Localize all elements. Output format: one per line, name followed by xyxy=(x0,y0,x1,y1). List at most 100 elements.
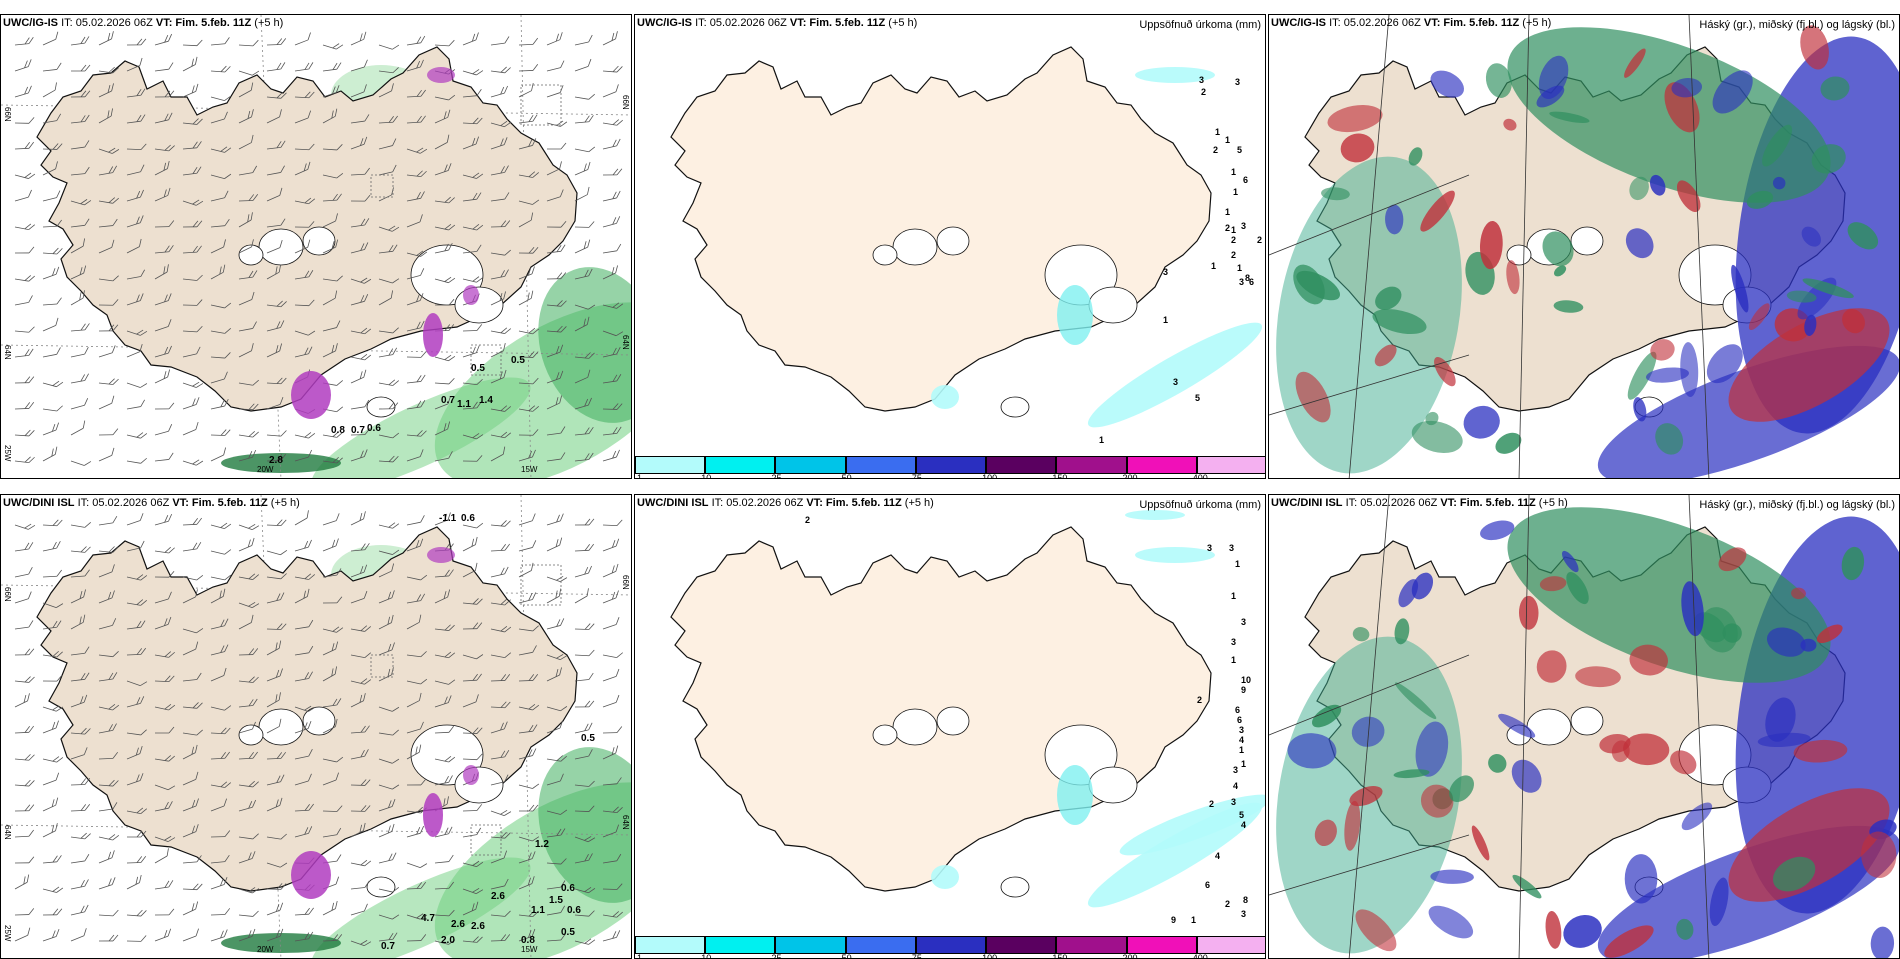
precip-amount-label: 2 xyxy=(1201,87,1206,97)
precip-amount-label: 1 xyxy=(1231,655,1236,665)
wind-barb xyxy=(15,247,34,253)
wind-barb xyxy=(603,727,622,733)
wind-barb xyxy=(41,798,61,811)
wind-barb xyxy=(41,32,61,45)
colorbar-tick: 400 xyxy=(1193,953,1208,959)
wind-barb xyxy=(603,65,622,72)
wind-barb xyxy=(127,377,147,389)
wind-barb xyxy=(15,649,34,655)
wind-barb xyxy=(267,38,286,45)
wind-barb xyxy=(574,115,593,123)
wind-barb xyxy=(460,537,480,551)
wind-barb xyxy=(42,541,62,551)
colorbar-swatch xyxy=(986,456,1056,474)
wind-barb xyxy=(211,571,231,581)
map-panel-igis-precip: UWC/IG-IS IT: 05.02.2026 06Z VT: Fim. 5.… xyxy=(634,14,1266,479)
precip-amount-label: 1 xyxy=(1239,745,1244,755)
glacier-shape xyxy=(1527,709,1571,745)
wind-barb xyxy=(153,929,173,941)
colorbar-swatch xyxy=(986,936,1056,954)
wind-barb xyxy=(183,518,202,525)
wind-barb xyxy=(15,325,34,333)
wind-barb xyxy=(127,935,146,941)
wind-barb xyxy=(13,928,33,941)
wind-barb xyxy=(573,566,593,577)
wind-barb xyxy=(239,39,258,46)
precip-amount-label: 3 xyxy=(1173,377,1178,387)
colorbar-swatch xyxy=(775,936,845,954)
axis-label: 25W xyxy=(3,445,12,461)
wind-barb xyxy=(516,291,536,305)
wind-barb xyxy=(15,429,34,436)
wind-barb xyxy=(602,191,622,201)
axis-label: 64N xyxy=(621,815,630,830)
wind-barb xyxy=(517,514,537,525)
wind-barb xyxy=(349,370,369,383)
precip-amount-label: 5 xyxy=(1239,810,1244,820)
precip-value-label: 0.7 xyxy=(351,425,365,436)
map-canvas xyxy=(1,15,632,479)
colorbar-tick: 25 xyxy=(771,473,781,479)
map-canvas xyxy=(1269,15,1900,479)
colorbar-swatch xyxy=(1127,456,1197,474)
panel-variable-label: Uppsöfnuð úrkoma (mm) xyxy=(1139,499,1261,511)
wind-barb xyxy=(349,32,369,45)
precip-amount-label: 1 xyxy=(1237,263,1242,273)
precip-cell-purple xyxy=(423,313,443,357)
wind-barb xyxy=(15,857,34,863)
wind-barb xyxy=(575,519,594,525)
glacier-shape xyxy=(455,767,503,803)
map-panel-dini-clouds: UWC/DINI ISL IT: 05.02.2026 06Z VT: Fim.… xyxy=(1268,494,1900,959)
wind-barb xyxy=(265,903,285,915)
wind-barb xyxy=(378,348,398,357)
panel-variable-label: Háský (gr.), miðský (fj.bl.) og lágský (… xyxy=(1699,499,1895,511)
wind-barb xyxy=(603,519,622,526)
precip-area-green xyxy=(221,933,341,953)
wind-barb xyxy=(491,325,511,334)
precip-value-label: 0.6 xyxy=(567,905,581,916)
precip-area-cyan xyxy=(1079,309,1266,440)
wind-barb xyxy=(155,403,174,409)
axis-label: 25W xyxy=(3,925,12,941)
wind-barb xyxy=(97,396,117,409)
colorbar-tick: 400 xyxy=(1193,473,1208,479)
wind-barb xyxy=(152,369,172,383)
precip-amount-label: 3 xyxy=(1239,725,1244,735)
wind-barb xyxy=(491,805,511,817)
wind-barb xyxy=(490,37,510,45)
map-panel-dini-precip: UWC/DINI ISL IT: 05.02.2026 06Z VT: Fim.… xyxy=(634,494,1266,959)
wind-barb xyxy=(351,857,371,867)
colorbar-swatch xyxy=(846,936,916,954)
wind-barb xyxy=(435,377,454,384)
wind-barb xyxy=(379,519,399,529)
glacier-shape xyxy=(303,227,335,255)
wind-barb xyxy=(603,649,623,658)
wind-barb xyxy=(43,675,62,681)
wind-barb xyxy=(267,545,287,556)
cloud-area-low xyxy=(1870,926,1895,959)
glacier-shape xyxy=(1089,767,1137,803)
wind-barb xyxy=(209,877,229,889)
wind-barb xyxy=(13,592,33,603)
wind-barb xyxy=(15,908,34,915)
wind-barb xyxy=(70,879,90,889)
precip-amount-label: 1 xyxy=(1211,261,1216,271)
colorbar-swatch xyxy=(775,456,845,474)
wind-barb xyxy=(295,429,315,439)
wind-barb xyxy=(71,831,91,839)
colorbar-swatch xyxy=(635,456,705,474)
wind-barb xyxy=(99,935,118,941)
precip-value-label: 1.4 xyxy=(479,395,493,406)
colorbar-swatch xyxy=(1056,936,1126,954)
wind-barb xyxy=(15,726,34,733)
wind-barb xyxy=(491,519,510,527)
precip-area-cyan xyxy=(1125,510,1185,520)
wind-barb xyxy=(40,447,60,461)
wind-barb xyxy=(491,544,510,551)
wind-barb xyxy=(14,542,34,551)
precip-value-label: 0.7 xyxy=(381,941,395,952)
wind-barb xyxy=(153,514,173,525)
wind-barb xyxy=(601,930,621,941)
wind-barb xyxy=(601,450,621,461)
precip-value-label: 0.6 xyxy=(561,883,575,894)
